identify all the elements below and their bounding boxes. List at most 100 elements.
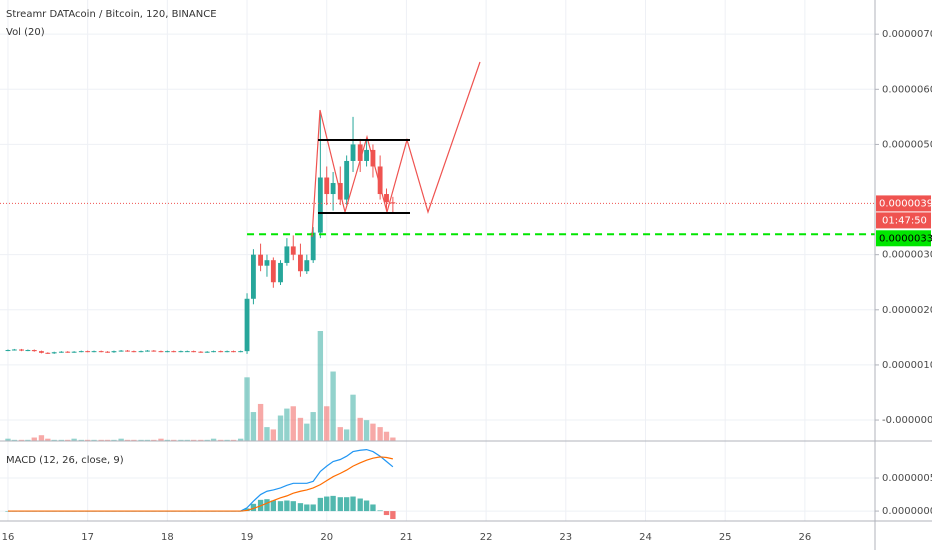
volume-bar bbox=[58, 439, 65, 441]
x-tick-label: 21 bbox=[400, 532, 413, 543]
volume-bar bbox=[5, 438, 11, 441]
volume-bar bbox=[131, 439, 137, 441]
macd-histogram-bar bbox=[304, 504, 310, 512]
macd-histogram-bar bbox=[310, 504, 316, 512]
macd-histogram-bar bbox=[250, 503, 257, 512]
macd-histogram-bar bbox=[370, 504, 376, 512]
y-tick-label: -0.00000000 bbox=[882, 415, 932, 426]
volume-bar bbox=[138, 439, 144, 441]
x-tick-label: 26 bbox=[799, 532, 812, 543]
candle-body bbox=[377, 166, 383, 195]
volume-bar bbox=[390, 437, 396, 441]
candle-body bbox=[184, 351, 190, 353]
candle-body bbox=[198, 351, 204, 353]
candle-body bbox=[118, 350, 124, 352]
volume-bar bbox=[31, 437, 37, 441]
candle-body bbox=[151, 350, 157, 352]
volume-bar bbox=[317, 331, 324, 441]
candle-body bbox=[125, 350, 130, 352]
volume-bar bbox=[91, 439, 97, 441]
volume-bar bbox=[204, 439, 210, 441]
volume-bar bbox=[343, 429, 350, 441]
volume-bar bbox=[178, 439, 184, 441]
candle-body bbox=[350, 144, 356, 161]
volume-bar bbox=[171, 439, 177, 441]
candle-body bbox=[310, 232, 316, 261]
candle-body bbox=[317, 177, 323, 233]
macd-histogram-bar bbox=[244, 508, 250, 512]
macd-histogram-bar bbox=[377, 510, 383, 512]
x-tick-label: 25 bbox=[719, 532, 732, 543]
candle-body bbox=[98, 351, 104, 353]
y-tick-label: 0.00000050 bbox=[882, 473, 932, 484]
volume-bar bbox=[290, 406, 296, 441]
volume-bar bbox=[38, 435, 45, 441]
volume-bar bbox=[164, 439, 171, 441]
candle-body bbox=[71, 351, 77, 353]
candle-body bbox=[111, 351, 117, 353]
candle-body bbox=[11, 349, 17, 351]
candle-body bbox=[171, 351, 177, 353]
y-tick-label: 0.00000000 bbox=[882, 506, 932, 517]
candle-body bbox=[211, 351, 216, 353]
volume-bar bbox=[297, 417, 304, 441]
candle-body bbox=[65, 351, 71, 353]
candle-body bbox=[357, 144, 363, 161]
grid bbox=[0, 0, 875, 521]
volume-bar bbox=[250, 412, 257, 441]
last-price-label: 0.00000393 bbox=[879, 198, 932, 209]
candle-body bbox=[224, 351, 230, 353]
macd-histogram-bar bbox=[284, 500, 290, 512]
axes: 16 17 18 19 20 21 22 23 24 25 26 0.00000700 0.000006… bbox=[2, 29, 932, 543]
signal-line bbox=[7, 456, 393, 512]
volume-bar bbox=[350, 394, 356, 441]
candle-body bbox=[105, 351, 111, 353]
volume-bar bbox=[284, 408, 290, 441]
alert-label: 0.00000337 bbox=[879, 233, 932, 244]
y-tick-label: 0.00000200 bbox=[882, 305, 932, 316]
candle-body bbox=[330, 183, 336, 195]
candle-body bbox=[270, 260, 276, 283]
chart-title: Streamr DATAcoin / Bitcoin, 120, BINANCE bbox=[6, 9, 217, 20]
candle-body bbox=[39, 351, 44, 353]
volume-bar bbox=[65, 439, 71, 441]
x-tick-label: 24 bbox=[639, 532, 652, 543]
macd-histogram-bar bbox=[343, 497, 350, 512]
candle-body bbox=[25, 350, 31, 352]
candle-body bbox=[131, 351, 137, 353]
y-tick-label: 0.00000700 bbox=[882, 29, 932, 40]
candle-body bbox=[284, 246, 290, 263]
macd-histogram-bar bbox=[317, 497, 324, 512]
candle-body bbox=[31, 350, 37, 352]
x-tick-label: 16 bbox=[2, 532, 15, 543]
candle-body bbox=[158, 351, 164, 353]
volume-bar bbox=[310, 412, 316, 441]
candle-body bbox=[264, 260, 270, 266]
volume-bar bbox=[270, 429, 277, 441]
volume-bar bbox=[363, 420, 370, 441]
candle-body bbox=[290, 246, 296, 255]
zigzag-drawing bbox=[311, 61, 481, 238]
volume-bar bbox=[383, 431, 390, 441]
candle-body bbox=[278, 262, 283, 283]
y-tick-label: 0.00000500 bbox=[882, 139, 932, 150]
candle-body bbox=[244, 298, 250, 352]
candle-body bbox=[85, 351, 91, 353]
candle-body bbox=[164, 351, 170, 353]
volume-bar bbox=[277, 415, 284, 441]
candle-body bbox=[304, 260, 310, 272]
y-tick-label: 0.00000100 bbox=[882, 360, 932, 371]
marks bbox=[0, 111, 875, 520]
candle-body bbox=[138, 351, 144, 353]
candle-body bbox=[344, 160, 350, 200]
macd-histogram-bar bbox=[270, 500, 277, 512]
macd-histogram-bar bbox=[330, 495, 336, 512]
candle-body bbox=[5, 350, 11, 352]
candle-body bbox=[58, 351, 64, 353]
macd-histogram-bar bbox=[383, 511, 390, 516]
macd-title: MACD (12, 26, close, 9) bbox=[6, 455, 124, 466]
x-tick-label: 19 bbox=[241, 532, 254, 543]
countdown-label: 01:47:50 bbox=[882, 215, 927, 226]
volume-bar bbox=[11, 439, 18, 441]
